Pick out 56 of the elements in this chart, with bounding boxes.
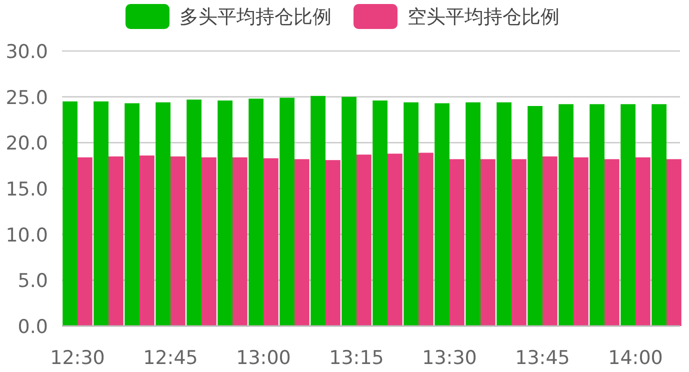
bar	[666, 159, 682, 326]
y-tick-label: 30.0	[6, 41, 48, 63]
bar	[356, 154, 372, 326]
y-tick-label: 0.0	[18, 316, 48, 338]
x-tick-label: 13:00	[236, 347, 291, 369]
bar	[542, 156, 558, 326]
bar	[202, 157, 216, 326]
bar	[558, 104, 574, 326]
bar	[78, 157, 92, 326]
bar	[528, 106, 542, 326]
y-tick-label: 20.0	[6, 132, 48, 155]
bar	[170, 156, 186, 326]
legend-label: 多头平均持仓比例	[180, 6, 332, 28]
x-tick-label: 13:45	[515, 347, 570, 369]
bar	[590, 104, 604, 326]
bar	[186, 100, 202, 326]
bar	[480, 159, 496, 326]
bar	[124, 103, 140, 326]
bar	[434, 103, 450, 326]
y-tick-label: 5.0	[18, 270, 48, 292]
bar	[388, 154, 402, 326]
bar	[218, 100, 232, 326]
bar	[342, 96, 356, 326]
bar	[264, 158, 278, 326]
bar	[604, 159, 620, 326]
x-tick-label: 13:30	[422, 347, 477, 369]
bar	[652, 104, 666, 326]
bar	[326, 160, 340, 326]
bar	[156, 102, 170, 326]
bar	[294, 159, 310, 326]
bar	[248, 98, 264, 326]
x-tick-label: 13:15	[329, 347, 384, 369]
bar	[140, 156, 154, 326]
bar	[496, 102, 512, 326]
bar	[404, 102, 418, 326]
bar	[418, 152, 434, 326]
y-tick-label: 25.0	[6, 86, 48, 109]
bar	[466, 102, 480, 326]
bar	[280, 98, 294, 326]
bar	[450, 159, 464, 326]
bar	[620, 104, 636, 326]
bar	[636, 157, 650, 326]
y-tick-label: 15.0	[6, 178, 48, 200]
bar	[574, 157, 588, 326]
x-tick-label: 12:30	[50, 347, 105, 369]
x-tick-label: 12:45	[143, 347, 198, 369]
y-tick-label: 10.0	[6, 224, 48, 246]
bar	[232, 157, 248, 326]
bar	[108, 156, 124, 326]
bar	[62, 101, 78, 326]
legend-label: 空头平均持仓比例	[408, 6, 560, 28]
bar	[94, 101, 108, 326]
bar	[512, 159, 526, 326]
bar	[372, 100, 388, 326]
x-tick-label: 14:00	[608, 347, 663, 369]
bar	[310, 96, 326, 326]
